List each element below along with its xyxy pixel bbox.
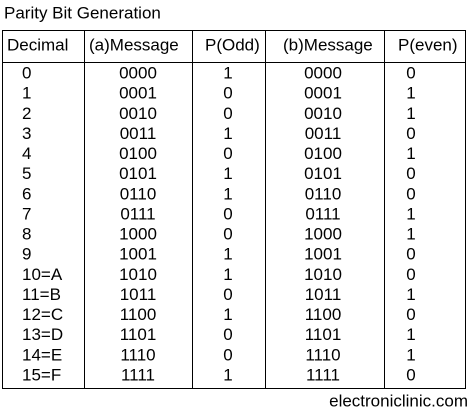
table-cell: 1 — [406, 345, 415, 364]
table-cell: 0 — [406, 184, 415, 203]
table-cell: 8 — [22, 225, 31, 244]
table-cell: 0000 — [119, 63, 157, 82]
table-cell: 1 — [223, 63, 232, 82]
table-cell: 1 — [223, 124, 232, 143]
table-cell: 1 — [406, 144, 415, 163]
table-cell: 0 — [223, 204, 232, 223]
table-cell: 1 — [406, 285, 415, 304]
table-cell: 0 — [406, 365, 415, 384]
header-cell: (a)Message — [89, 35, 179, 54]
table-cell: 1000 — [304, 225, 342, 244]
table-cell: 1000 — [119, 225, 157, 244]
table-cell: 0011 — [120, 124, 157, 143]
table-cell: 0 — [223, 84, 232, 103]
table-cell: 0100 — [304, 144, 342, 163]
header-cell: P(Odd) — [205, 35, 260, 54]
table-cell: 1011 — [120, 285, 157, 304]
header-cell: (b)Message — [283, 35, 373, 54]
table-cell: 0101 — [304, 164, 342, 183]
table-cell: 1100 — [120, 305, 157, 324]
table-cell: 1 — [22, 84, 31, 103]
table-cell: 0101 — [119, 164, 157, 183]
table-cell: 1110 — [120, 345, 155, 364]
table-cell: 3 — [22, 124, 31, 143]
title: Parity Bit Generation — [4, 3, 161, 22]
table-cell: 0 — [223, 325, 232, 344]
table-cell: 1001 — [119, 245, 157, 264]
table-cell: 0 — [223, 285, 232, 304]
table-cell: 1111 — [306, 365, 340, 384]
table-cell: 0 — [406, 63, 415, 82]
table-cell: 0111 — [305, 204, 340, 223]
table-cell: 10=A — [22, 265, 63, 284]
table-cell: 1 — [223, 265, 232, 284]
table-cell: 1 — [406, 225, 415, 244]
table-cell: 2 — [22, 104, 31, 123]
table-cell: 1100 — [305, 305, 342, 324]
table-cell: 1 — [223, 305, 232, 324]
table-cell: 0011 — [305, 124, 342, 143]
table-cell: 1 — [406, 325, 415, 344]
table-cell: 4 — [22, 144, 31, 163]
table-cell: 1010 — [304, 265, 342, 284]
table-cell: 0 — [223, 104, 232, 123]
table-cell: 1010 — [119, 265, 157, 284]
table-cell: 6 — [22, 184, 31, 203]
table-cell: 1110 — [305, 345, 340, 364]
table-cell: 0 — [223, 225, 232, 244]
table-cell: 1 — [223, 365, 232, 384]
table-cell: 0010 — [119, 104, 157, 123]
table-cell: 0 — [22, 63, 31, 82]
table-cell: 1 — [223, 245, 232, 264]
table-cell: 1 — [223, 184, 232, 203]
table-cell: 0001 — [304, 84, 342, 103]
table-cell: 0 — [406, 124, 415, 143]
table-cell: 0100 — [119, 144, 157, 163]
table-cell: 0110 — [305, 184, 342, 203]
table-cell: 1101 — [305, 325, 342, 344]
table-cell: 7 — [22, 204, 31, 223]
table-cell: 12=C — [22, 305, 63, 324]
table-cell: 5 — [22, 164, 31, 183]
header-cell: P(even) — [398, 35, 458, 54]
table-cell: 1101 — [120, 325, 157, 344]
table-cell: 1 — [406, 84, 415, 103]
footer: electroniclinic.com — [329, 391, 468, 410]
table-cell: 1 — [223, 164, 232, 183]
table-cell: 15=F — [22, 365, 61, 384]
table-cell: 1011 — [305, 285, 342, 304]
table-cell: 0 — [406, 265, 415, 284]
table-cell: 0 — [406, 245, 415, 264]
table-cell: 0001 — [119, 84, 157, 103]
table-cell: 14=E — [22, 345, 62, 364]
table-cell: 0111 — [120, 204, 155, 223]
table-cell: 11=B — [22, 285, 61, 304]
table-cell: 0 — [406, 164, 415, 183]
table-cell: 0000 — [304, 63, 342, 82]
table-cell: 0 — [223, 144, 232, 163]
table-cell: 1 — [406, 104, 415, 123]
header-cell: Decimal — [7, 35, 68, 54]
table-cell: 13=D — [22, 325, 63, 344]
table-cell: 0 — [406, 305, 415, 324]
table-cell: 0010 — [304, 104, 342, 123]
table-cell: 1001 — [304, 245, 342, 264]
table-cell: 0110 — [120, 184, 157, 203]
table-cell: 1111 — [121, 365, 155, 384]
table-cell: 1 — [406, 204, 415, 223]
table-frame — [2, 30, 466, 389]
table-cell: 9 — [22, 245, 31, 264]
table-cell: 0 — [223, 345, 232, 364]
